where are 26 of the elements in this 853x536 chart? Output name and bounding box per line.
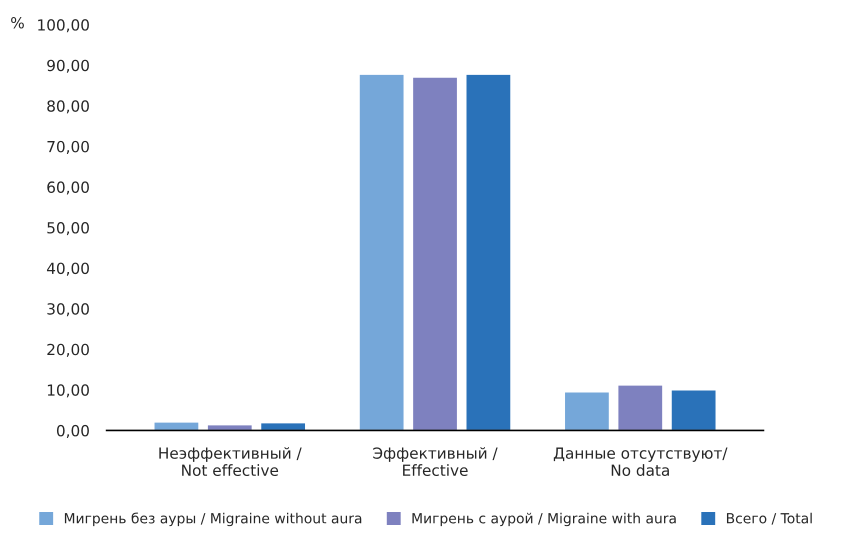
y-tick-label: 80,00 [47,100,89,114]
y-tick-label: 90,00 [47,60,89,73]
y-tick-label: 0,00 [56,424,89,438]
bar [153,421,200,430]
bar [412,76,458,430]
y-tick-label: 70,00 [47,140,89,154]
y-axis-title: % [11,16,24,29]
y-tick-label: 10,00 [48,384,89,398]
x-tick-label: Эффективный / Effective [373,447,498,476]
x-tick-label: Данные отсутствуют/ No data [554,448,728,476]
legend-label: Мигрень с аурой / Migraine with aura [412,512,676,526]
y-tick-label: 100,00 [38,19,89,32]
bar [670,389,717,430]
bar [260,422,306,430]
y-tick-label: 50,00 [47,222,89,236]
y-tick-label: 60,00 [47,181,89,195]
legend-label: Всего / Total [726,512,812,525]
y-tick-label: 40,00 [46,262,89,276]
y-tick-label: 30,00 [47,303,89,316]
legend-label: Мигрень без ауры / Migraine without aura [64,512,362,526]
x-tick-label: Неэффективный / Not effective [159,447,302,476]
bar [564,391,610,430]
y-tick-label: 20,00 [47,344,89,357]
bar [358,73,405,430]
bar [617,384,664,430]
bar [465,73,512,430]
